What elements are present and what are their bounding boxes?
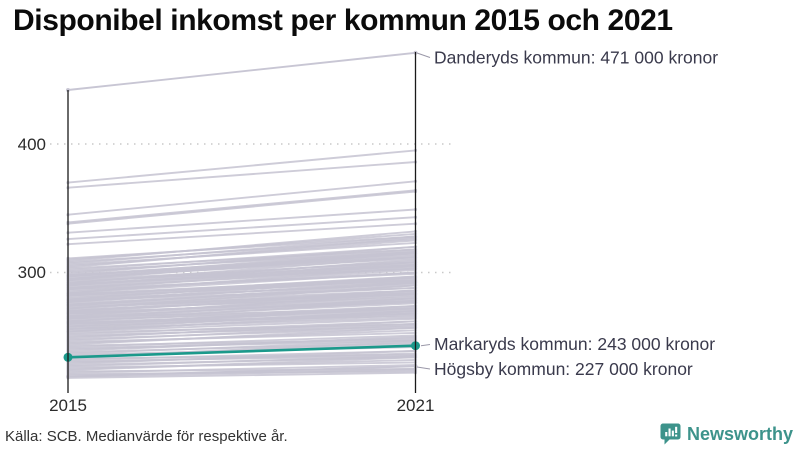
connector-markaryd [420, 344, 431, 347]
y-tick-400: 400 [18, 135, 46, 154]
y-tick-300: 300 [18, 263, 46, 282]
background-slope-lines [66, 50, 418, 380]
source-note: Källa: SCB. Medianvärde för respektive å… [5, 428, 288, 445]
annotation-markaryd: Markaryds kommun: 243 000 kronor [434, 334, 715, 354]
x-label-2015: 2015 [49, 396, 87, 415]
annotation-danderyd: Danderyds kommun: 471 000 kronor [434, 48, 718, 68]
annotation-hogsby: Högsby kommun: 227 000 kronor [434, 359, 693, 379]
x-label-2021: 2021 [397, 396, 435, 415]
connector-hogsby [416, 366, 431, 370]
newsworthy-bubble-icon [660, 423, 681, 445]
chart-title: Disponibel inkomst per kommun 2015 och 2… [13, 4, 673, 37]
newsworthy-wordmark: Newsworthy [686, 423, 793, 444]
newsworthy-logo[interactable]: Newsworthy [660, 423, 793, 445]
connector-danderyd [416, 52, 431, 58]
